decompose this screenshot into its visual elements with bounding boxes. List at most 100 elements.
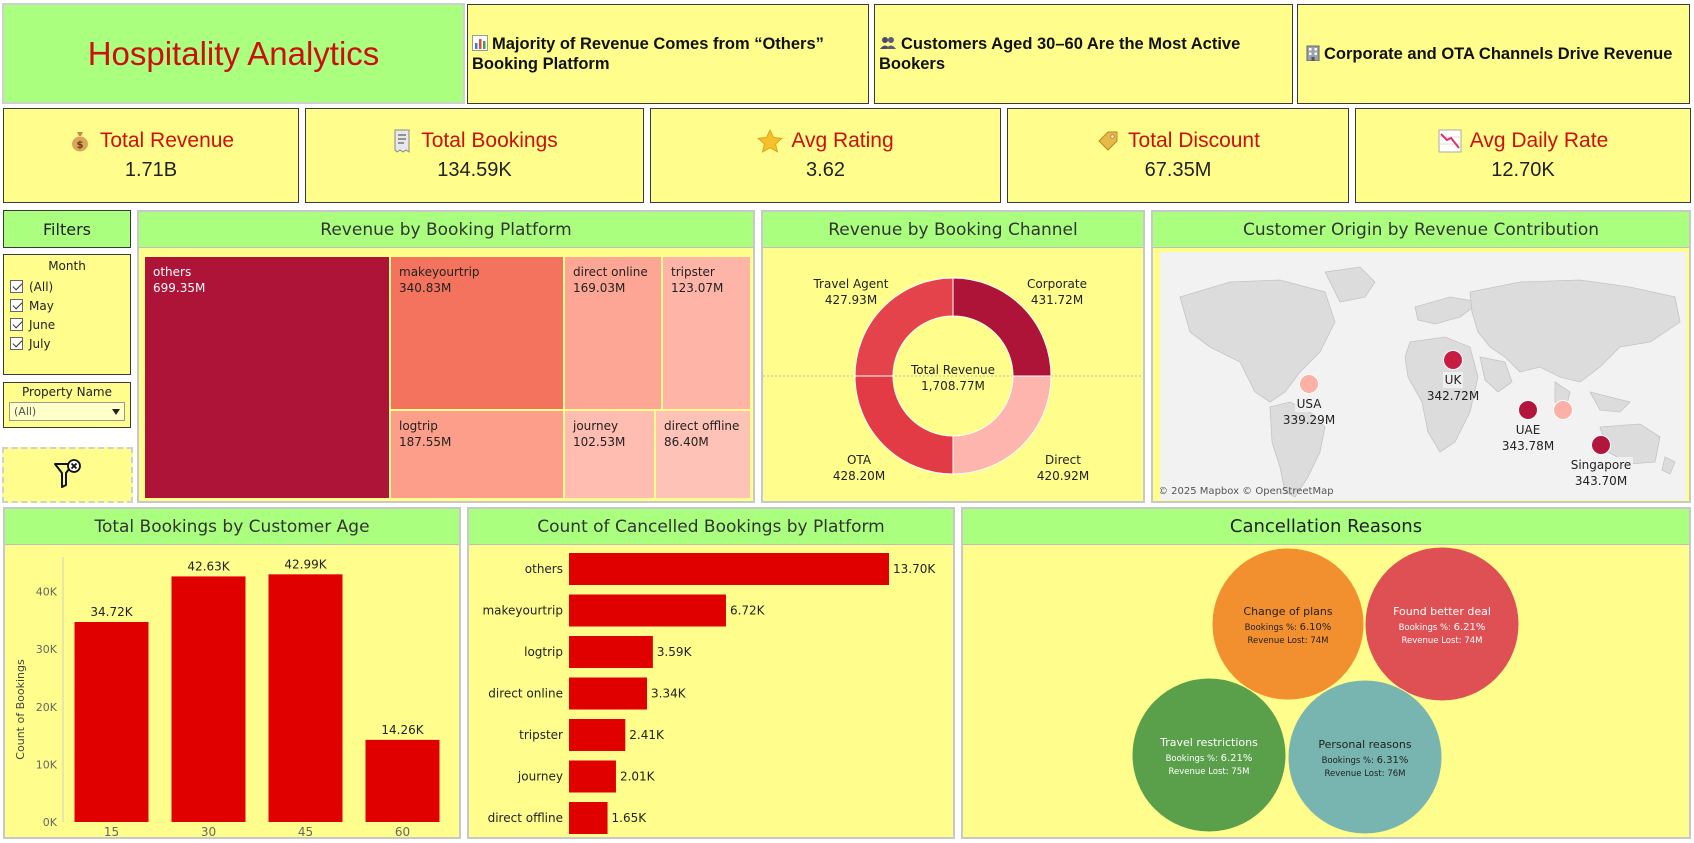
reason-bookings-value: 6.31% — [1377, 755, 1409, 766]
reason-bookings: Bookings %: 6.21% — [1166, 753, 1253, 764]
reason-bookings-label: Bookings %: — [1245, 623, 1300, 633]
month-option-june[interactable]: June — [10, 315, 124, 334]
map-marker[interactable] — [1591, 435, 1611, 455]
reason-revenue-label: Revenue Lost: — [1325, 769, 1388, 779]
cancel-bar[interactable] — [569, 677, 648, 710]
donut-label: Travel Agent — [812, 277, 888, 291]
age-bar[interactable] — [171, 576, 246, 822]
treemap-cell[interactable]: others 699.35M — [144, 256, 390, 499]
y-tick-label: 0K — [43, 816, 58, 829]
treemap-cell-value: 86.40M — [664, 435, 709, 449]
reasons-bubble-chart: Change of plans Bookings %: 6.10% Revenue … — [1131, 547, 1520, 835]
dashboard-title-panel: Hospitality Analytics — [2, 3, 465, 104]
checkbox[interactable] — [10, 318, 23, 331]
kpi-value: 1.71B — [124, 159, 178, 181]
map-marker-name: UAE — [1513, 422, 1543, 438]
cancel-bar[interactable] — [569, 802, 608, 834]
option-label: July — [29, 336, 51, 351]
reason-bubble[interactable] — [1131, 677, 1287, 833]
map-marker[interactable] — [1299, 374, 1319, 394]
cancel-bar[interactable] — [569, 719, 626, 751]
map-marker-label: UK 342.72M — [1403, 372, 1503, 404]
donut-value: 428.20M — [833, 469, 885, 483]
insight-card-2: Customers Aged 30–60 Are the Most Active… — [874, 4, 1293, 104]
reason-revenue: Revenue Lost: 76M — [1325, 769, 1406, 779]
property-filter-label: Property Name — [22, 385, 112, 399]
treemap-cell[interactable]: tripster 123.07M — [662, 256, 751, 410]
kpi-label: Avg Rating — [791, 129, 894, 152]
bar-value-label: 13.70K — [893, 562, 936, 576]
cancel-bar[interactable] — [569, 594, 726, 627]
map-title: Customer Origin by Revenue Contribution — [1153, 212, 1689, 248]
age-bar[interactable] — [268, 574, 343, 822]
money-bag-icon: $ — [68, 129, 92, 153]
cancel-bar[interactable] — [569, 760, 616, 793]
insight-card-3: Corporate and OTA Channels Drive Revenue — [1297, 4, 1690, 104]
donut-chart: Corporate 431.72M Direct 420.92M OTA 428.20M T… — [763, 277, 1143, 483]
chart-decreasing-icon — [1438, 129, 1462, 153]
donut-segment[interactable] — [854, 277, 954, 377]
map-marker-label: USA 339.29M — [1259, 396, 1359, 428]
reason-revenue-value: 74M — [1310, 636, 1328, 646]
reason-bubble[interactable] — [1364, 547, 1520, 702]
age-bar[interactable] — [74, 621, 149, 822]
age-bar-chart: 0K 10K 20K 30K 40K Count of Bookings 34.72K 15 4… — [14, 557, 440, 837]
reason-bookings-label: Bookings %: — [1322, 756, 1377, 766]
reason-revenue: Revenue Lost: 75M — [1169, 767, 1250, 777]
x-tick-label: 30 — [201, 825, 216, 837]
treemap-cell[interactable]: logtrip 187.55M — [390, 410, 564, 499]
treemap-cell-name: journey — [573, 419, 619, 433]
map-marker[interactable] — [1553, 400, 1573, 420]
reason-bubble[interactable] — [1287, 679, 1443, 835]
reasons-title: Cancellation Reasons — [963, 509, 1689, 545]
treemap-cell[interactable]: direct offline 86.40M — [655, 410, 751, 499]
y-category-label: direct online — [488, 687, 563, 701]
map-points-layer: USA 339.29M UK 342.72M UAE 343.78M Singapore 34… — [1160, 252, 1686, 500]
property-filter: Property Name (All) — [3, 382, 131, 428]
clear-filter-icon[interactable] — [53, 459, 83, 491]
x-tick-label: 45 — [298, 825, 313, 837]
reason-revenue-value: 74M — [1464, 636, 1482, 646]
map-panel: Customer Origin by Revenue Contribution … — [1151, 210, 1691, 503]
checkbox[interactable] — [10, 280, 23, 293]
property-dropdown[interactable]: (All) — [9, 402, 125, 421]
donut-value: 431.72M — [1031, 293, 1083, 307]
map-marker[interactable] — [1443, 350, 1463, 370]
donut-value: 427.93M — [825, 293, 877, 307]
map-marker-name: Singapore — [1568, 457, 1634, 473]
checkbox[interactable] — [10, 337, 23, 350]
donut-title: Revenue by Booking Channel — [763, 212, 1143, 248]
cancel-bar[interactable] — [569, 636, 653, 668]
treemap-chart: others 699.35M makeyourtrip 340.83M direct o… — [144, 256, 751, 499]
month-option-all[interactable]: (All) — [10, 277, 124, 296]
y-category-label: journey — [517, 770, 563, 784]
map-canvas[interactable]: USA 339.29M UK 342.72M UAE 343.78M Singapore 34… — [1160, 252, 1686, 500]
reason-bookings: Bookings %: 6.21% — [1399, 622, 1486, 633]
age-bar[interactable] — [365, 739, 440, 822]
reason-name: Travel restrictions — [1159, 736, 1258, 749]
treemap-cell-value: 123.07M — [671, 281, 724, 295]
treemap-cell[interactable]: makeyourtrip 340.83M — [390, 256, 564, 410]
map-marker-name: USA — [1294, 396, 1324, 412]
treemap-panel: Revenue by Booking Platform others 699.35… — [137, 210, 755, 503]
treemap-title: Revenue by Booking Platform — [139, 212, 753, 248]
month-filter-label: Month — [48, 259, 86, 273]
month-option-july[interactable]: July — [10, 334, 124, 353]
map-marker[interactable] — [1518, 400, 1538, 420]
cancel-chart-panel: Count of Cancelled Bookings by Platform … — [467, 507, 955, 839]
month-option-may[interactable]: May — [10, 296, 124, 315]
treemap-cell-name: others — [153, 265, 192, 279]
kpi-value: 134.59K — [437, 159, 512, 181]
reason-bubble[interactable] — [1211, 547, 1365, 701]
kpi-card-total-bookings: Total Bookings 134.59K — [305, 108, 644, 203]
map-marker-label: Singapore 343.70M — [1551, 457, 1651, 489]
cancel-bar[interactable] — [569, 553, 889, 585]
treemap-cell[interactable]: journey 102.53M — [564, 410, 655, 499]
insight-text-3: Corporate and OTA Channels Drive Revenue — [1324, 45, 1673, 63]
treemap-cell[interactable]: direct online 169.03M — [564, 256, 662, 410]
checkbox[interactable] — [10, 299, 23, 312]
kpi-card-total-revenue: $ Total Revenue 1.71B — [3, 108, 299, 203]
bar-value-label: 3.34K — [651, 687, 687, 701]
treemap-cell-name: makeyourtrip — [399, 265, 480, 279]
insight-text-1: Majority of Revenue Comes from “Others” … — [472, 35, 824, 73]
